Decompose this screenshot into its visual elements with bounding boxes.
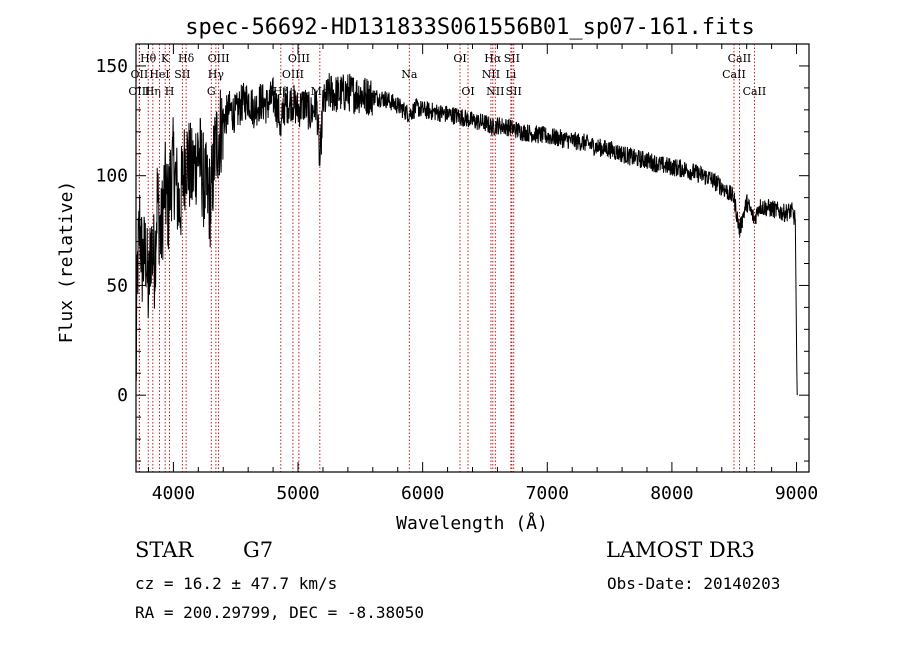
y-tick-label: 50 — [106, 275, 128, 296]
class-label: STAR — [135, 538, 194, 562]
x-tick-label: 6000 — [401, 483, 444, 504]
line-label: H — [165, 85, 175, 98]
line-label: NII — [486, 85, 504, 98]
line-label: CaII — [728, 52, 752, 65]
line-label: OI — [461, 85, 474, 98]
x-tick-label: 4000 — [152, 483, 195, 504]
line-label: SII — [174, 68, 190, 81]
x-tick-label: 9000 — [775, 483, 818, 504]
line-label: NII — [482, 68, 500, 81]
chart-title: spec-56692-HD131833S061556B01_sp07-161.f… — [185, 15, 755, 40]
survey-label: LAMOST DR3 — [606, 538, 755, 562]
line-label: OIII — [128, 85, 150, 98]
line-label: SII — [504, 52, 520, 65]
line-label: Hθ — [140, 52, 157, 65]
line-label: Hδ — [178, 52, 195, 65]
line-label: OII — [131, 68, 149, 81]
x-axis-label: Wavelength (Å) — [396, 512, 548, 534]
x-tick-label: 8000 — [650, 483, 693, 504]
y-tick-label: 0 — [117, 385, 128, 406]
line-label: Hγ — [208, 68, 225, 81]
x-tick-label: 7000 — [526, 483, 569, 504]
line-label: Hα — [484, 52, 502, 65]
y-axis-label: Flux (relative) — [56, 181, 77, 344]
subclass-label: G7 — [243, 538, 274, 562]
redshift-text: cz = 16.2 ± 47.7 km/s — [135, 574, 338, 593]
line-label: OI — [453, 52, 466, 65]
line-label: OIII — [282, 68, 304, 81]
line-label: G — [207, 85, 216, 98]
line-label: OIII — [288, 52, 310, 65]
x-tick-label: 5000 — [276, 483, 319, 504]
line-label: CaII — [722, 68, 746, 81]
plot-frame — [135, 43, 810, 473]
spectrum-line — [135, 73, 798, 396]
obs-date-text: Obs-Date: 20140203 — [607, 574, 781, 593]
line-label: HeI — [149, 68, 169, 81]
line-label: Na — [401, 68, 418, 81]
line-label: OIII — [208, 52, 230, 65]
line-label: CaII — [743, 85, 767, 98]
y-tick-label: 150 — [95, 56, 128, 77]
spectrum-chart: spec-56692-HD131833S061556B01_sp07-161.f… — [56, 15, 818, 534]
line-label: Hη — [145, 85, 161, 98]
coordinates-text: RA = 200.29799, DEC = -8.38050 — [135, 603, 424, 622]
line-label: K — [161, 52, 170, 65]
line-label: SII — [506, 85, 522, 98]
line-label: Li — [505, 68, 516, 81]
y-tick-label: 100 — [95, 166, 128, 187]
